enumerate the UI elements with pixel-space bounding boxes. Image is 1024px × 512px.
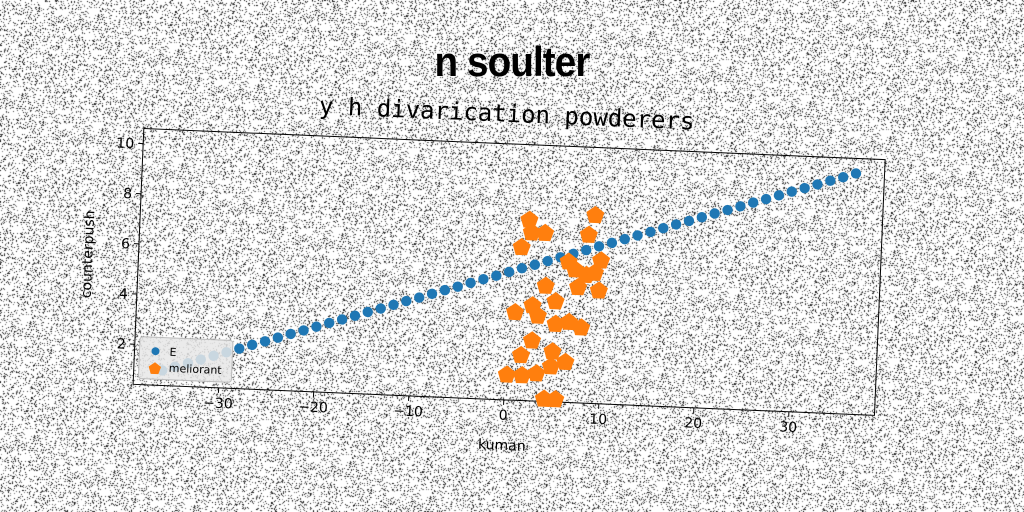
data-point-meliorant <box>511 345 531 364</box>
data-point-e <box>606 237 618 249</box>
data-point-meliorant <box>520 210 539 228</box>
data-point-e <box>491 270 502 281</box>
data-point-meliorant <box>560 312 579 331</box>
legend-label-e: E <box>169 346 177 359</box>
x-tick-label: −10 <box>393 403 423 420</box>
data-point-e <box>670 219 682 230</box>
data-point-e <box>311 321 322 332</box>
data-point-e <box>285 328 296 340</box>
data-point-e <box>837 171 849 183</box>
data-point-meliorant <box>528 306 547 324</box>
data-point-e <box>516 263 528 274</box>
x-tick-label: −30 <box>203 395 233 412</box>
y-tick-label: 6 <box>121 236 131 252</box>
data-point-e <box>786 186 797 197</box>
data-point-e <box>388 299 399 310</box>
legend-label-meliorant: meliorant <box>169 362 223 377</box>
data-point-meliorant <box>527 364 546 382</box>
legend: E meliorant <box>137 336 234 383</box>
data-point-meliorant <box>513 365 532 384</box>
data-point-e <box>799 182 810 194</box>
data-point-meliorant <box>522 331 542 349</box>
x-tick-label: 20 <box>684 415 702 432</box>
figure-suptitle: n soulter <box>434 38 591 85</box>
legend-marker-meliorant <box>148 362 162 375</box>
data-point-e <box>683 215 695 227</box>
data-point-meliorant <box>546 292 565 310</box>
data-point-e <box>619 233 630 245</box>
data-point-meliorant <box>497 365 516 383</box>
data-point-e <box>234 343 245 354</box>
data-point-e <box>645 226 656 238</box>
data-point-e <box>259 336 271 347</box>
data-point-e <box>735 201 746 212</box>
data-point-meliorant <box>556 352 575 371</box>
data-point-e <box>632 230 643 241</box>
data-point-meliorant <box>543 342 562 360</box>
data-point-e <box>503 266 515 278</box>
data-point-e <box>748 197 759 208</box>
data-point-e <box>850 168 862 179</box>
data-point-e <box>362 306 373 318</box>
x-tick-label: 0 <box>498 408 508 424</box>
data-point-e <box>812 179 823 190</box>
data-point-meliorant <box>559 252 578 270</box>
data-point-meliorant <box>512 237 531 256</box>
y-axis: 2 4 6 8 10 <box>116 135 144 353</box>
data-point-meliorant <box>536 276 555 294</box>
data-point-e <box>414 292 425 303</box>
data-point-meliorant <box>589 281 608 299</box>
data-point-meliorant <box>541 357 561 375</box>
legend-box <box>137 336 234 383</box>
data-point-meliorant <box>586 205 605 224</box>
data-point-e <box>401 295 412 307</box>
legend-marker-e <box>151 347 160 356</box>
data-point-meliorant <box>579 225 598 243</box>
y-tick-label: 4 <box>119 286 129 302</box>
data-point-meliorant <box>592 251 611 269</box>
y-tick-label: 2 <box>116 336 126 352</box>
chart-title: y h divarication powderers <box>318 92 695 136</box>
data-point-e <box>593 241 605 252</box>
data-point-e <box>581 244 592 256</box>
data-point-e <box>426 288 438 300</box>
data-series <box>157 168 862 408</box>
data-point-e <box>336 314 348 325</box>
data-point-meliorant <box>506 302 525 321</box>
y-tick-label: 10 <box>116 135 134 152</box>
data-point-e <box>760 193 772 205</box>
data-point-e <box>452 281 463 292</box>
data-point-e <box>375 303 386 314</box>
data-point-e <box>298 325 309 336</box>
data-point-e <box>696 212 708 223</box>
x-tick-label: −20 <box>298 399 328 416</box>
data-point-e <box>542 255 553 267</box>
x-axis: −30 −20 −10 0 10 20 30 <box>203 387 797 436</box>
x-tick-label: 30 <box>779 419 797 436</box>
data-point-e <box>349 310 361 321</box>
y-axis-label: counterpush <box>79 210 99 298</box>
data-point-e <box>324 317 335 329</box>
data-point-e <box>529 259 541 270</box>
x-tick-label: 10 <box>589 411 607 428</box>
data-point-meliorant <box>536 223 555 242</box>
y-tick-label: 8 <box>123 186 133 202</box>
data-point-e <box>478 273 489 285</box>
data-point-e <box>825 175 836 186</box>
data-point-e <box>658 222 669 234</box>
data-point-meliorant <box>569 277 588 296</box>
data-point-e <box>439 284 451 296</box>
data-point-e <box>272 332 284 343</box>
data-point-e <box>722 204 733 216</box>
data-point-meliorant <box>546 390 565 408</box>
data-point-e <box>773 190 785 201</box>
data-point-e <box>246 339 258 351</box>
x-axis-label: kuman <box>478 437 526 455</box>
data-point-e <box>465 277 476 289</box>
data-point-e <box>709 208 720 219</box>
